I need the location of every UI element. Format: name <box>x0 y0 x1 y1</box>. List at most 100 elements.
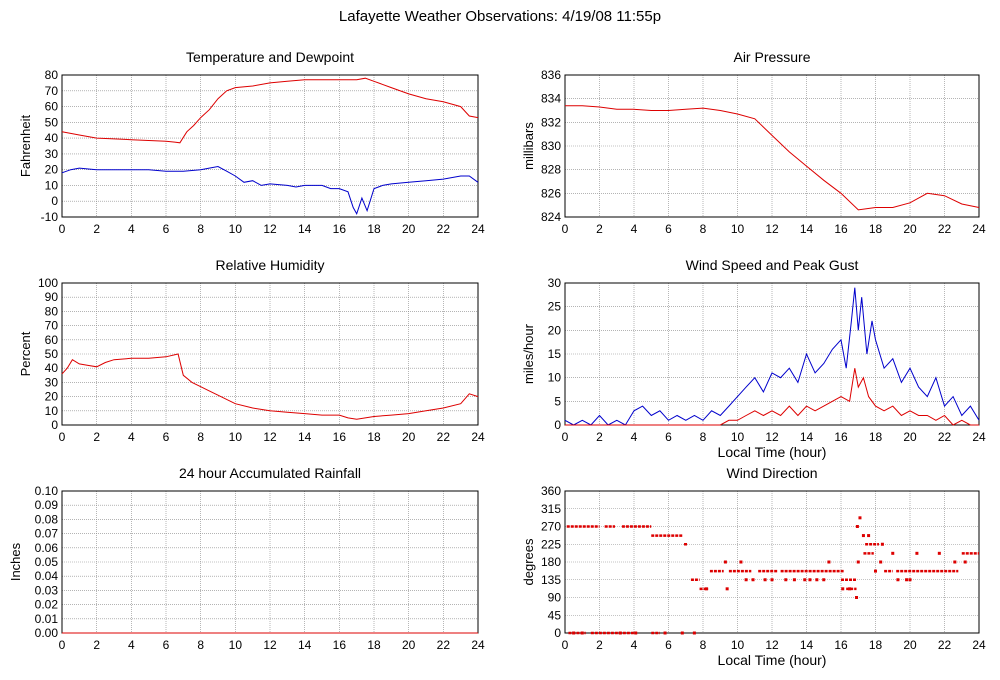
x-tick-label: 12 <box>765 430 779 444</box>
direction-point <box>827 560 831 564</box>
y-tick-label: 0.03 <box>35 583 59 597</box>
x-tick-label: 24 <box>471 222 485 236</box>
direction-point <box>770 578 774 582</box>
y-tick-label: 135 <box>541 573 561 587</box>
x-tick-label: 4 <box>631 222 638 236</box>
direction-point <box>905 578 909 582</box>
y-axis-label: millibars <box>521 122 536 170</box>
x-tick-label: 14 <box>298 638 312 652</box>
direction-point <box>792 578 796 582</box>
x-tick-label: 16 <box>333 222 347 236</box>
direction-point <box>725 587 729 591</box>
y-axis-label: Percent <box>18 331 33 376</box>
y-tick-label: 40 <box>45 131 59 145</box>
x-tick-label: 4 <box>128 638 135 652</box>
chart-wind-direction: 0 2 4 6 8 10 12 14 16 18 20 22 240459013518022527031… <box>521 465 986 668</box>
y-tick-label: 0.02 <box>35 598 59 612</box>
x-tick-label: 8 <box>197 638 204 652</box>
chart-pressure: 0 2 4 6 8 10 12 14 16 18 20 22 248248268288308328348… <box>521 49 986 236</box>
chart-title: Wind Speed and Peak Gust <box>686 257 859 273</box>
series-line <box>565 105 980 211</box>
y-tick-label: 0.08 <box>35 512 59 526</box>
y-tick-label: 60 <box>45 100 59 114</box>
x-tick-label: 6 <box>665 638 672 652</box>
direction-point <box>692 631 696 635</box>
x-tick-label: 2 <box>93 638 100 652</box>
direction-point <box>634 631 638 635</box>
direction-point <box>739 560 743 564</box>
x-tick-label: 12 <box>263 638 277 652</box>
x-tick-label: 10 <box>229 430 243 444</box>
x-tick-label: 16 <box>834 430 848 444</box>
y-tick-label: 60 <box>45 333 59 347</box>
plot-frame <box>564 74 980 218</box>
x-tick-label: 10 <box>731 222 745 236</box>
x-tick-label: 24 <box>972 222 986 236</box>
x-tick-label: 20 <box>402 430 416 444</box>
chart-humidity: 0 2 4 6 8 10 12 14 16 18 20 22 240102030405060708090… <box>18 257 485 444</box>
y-tick-label: 15 <box>548 347 562 361</box>
x-tick-label: 0 <box>59 430 66 444</box>
x-tick-label: 0 <box>562 222 569 236</box>
y-tick-label: 0.01 <box>35 612 59 626</box>
x-tick-label: 0 <box>59 638 66 652</box>
direction-point <box>784 578 788 582</box>
x-tick-label: 8 <box>197 430 204 444</box>
y-axis-label: Inches <box>8 542 23 581</box>
y-tick-label: 0.10 <box>35 484 59 498</box>
direction-point <box>704 587 708 591</box>
direction-point <box>855 525 859 528</box>
x-tick-label: 4 <box>128 222 135 236</box>
direction-point <box>580 631 584 635</box>
y-tick-label: 90 <box>45 290 59 304</box>
y-tick-label: 0.07 <box>35 527 59 541</box>
y-tick-label: 30 <box>548 276 562 290</box>
x-tick-label: 2 <box>93 430 100 444</box>
y-tick-label: 0.09 <box>35 498 59 512</box>
y-tick-label: 0.00 <box>35 626 59 640</box>
chart-temperature: 0 2 4 6 8 10 12 14 16 18 20 22 24-100102030405060708… <box>18 49 485 236</box>
x-tick-label: 6 <box>163 222 170 236</box>
y-tick-label: 0 <box>51 194 58 208</box>
direction-point <box>848 587 852 591</box>
y-tick-label: 10 <box>45 404 59 418</box>
x-tick-label: 20 <box>402 638 416 652</box>
y-tick-label: 50 <box>45 347 59 361</box>
x-tick-label: 14 <box>800 222 814 236</box>
x-tick-label: 12 <box>765 222 779 236</box>
direction-point <box>880 542 884 546</box>
y-axis-label: miles/hour <box>521 323 536 384</box>
x-tick-label: 20 <box>903 222 917 236</box>
series-line <box>61 353 479 420</box>
y-tick-label: 180 <box>541 555 561 569</box>
x-tick-label: 24 <box>471 638 485 652</box>
direction-point <box>891 551 895 555</box>
series-line <box>61 77 479 144</box>
y-tick-label: 70 <box>45 84 59 98</box>
series-line <box>564 287 980 426</box>
y-tick-label: 20 <box>45 390 59 404</box>
direction-point <box>867 534 871 538</box>
chart-title: Air Pressure <box>733 49 810 65</box>
x-tick-label: 16 <box>834 222 848 236</box>
x-tick-label: 22 <box>938 638 952 652</box>
x-tick-label: 22 <box>437 430 451 444</box>
x-tick-label: 10 <box>229 638 243 652</box>
plot-frame <box>61 282 479 426</box>
y-tick-label: 10 <box>548 371 562 385</box>
x-tick-label: 22 <box>437 638 451 652</box>
plot-frame <box>564 490 980 634</box>
x-tick-label: 14 <box>800 638 814 652</box>
direction-point <box>861 534 865 538</box>
y-tick-label: 828 <box>541 163 561 177</box>
x-tick-label: 0 <box>562 430 569 444</box>
y-tick-label: 80 <box>45 304 59 318</box>
y-tick-label: 30 <box>45 375 59 389</box>
chart-title: Relative Humidity <box>216 257 325 273</box>
y-tick-label: 0 <box>554 418 561 432</box>
x-tick-label: 16 <box>333 638 347 652</box>
x-tick-label: 20 <box>402 222 416 236</box>
x-tick-label: 2 <box>596 430 603 444</box>
